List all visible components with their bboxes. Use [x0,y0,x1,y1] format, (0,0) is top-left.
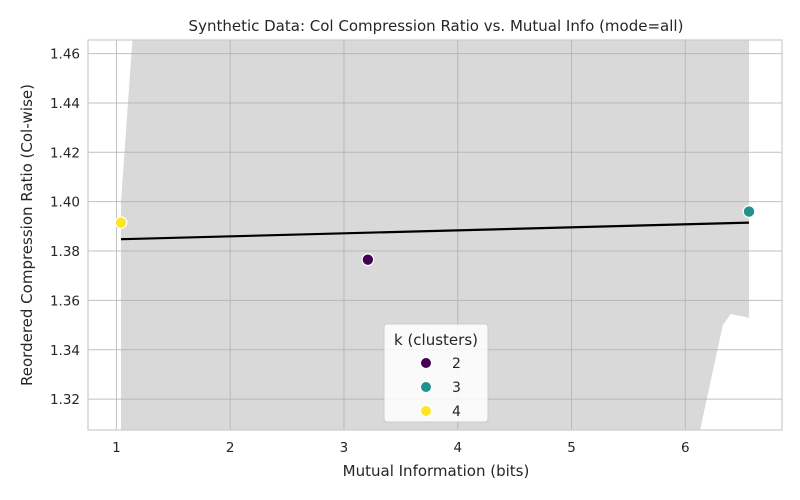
legend-marker [420,381,432,393]
x-tick-label: 6 [681,440,690,456]
legend-marker [420,405,432,417]
x-tick-label: 4 [453,440,462,456]
y-tick-label: 1.34 [50,343,80,359]
legend-box [383,323,489,423]
legend-marker [420,357,432,369]
data-point [361,253,375,267]
plot-area: 1 2 3 4 5 6 1.32 1.34 1.36 1.38 1.40 1.42 1.44 1.46 [50,39,783,456]
legend: k (clusters) 2 3 4 [383,323,489,423]
y-axis-label: Reordered Compression Ratio (Col-wise) [18,84,36,386]
x-tick-label: 3 [340,440,349,456]
legend-entry-label: 2 [452,356,461,372]
y-tick-label: 1.38 [50,244,80,260]
data-point [742,205,756,218]
plot-frame [87,39,783,431]
chart-title: Synthetic Data: Col Compression Ratio vs… [189,17,684,35]
y-tick-label: 1.32 [50,392,80,408]
y-tick-label: 1.42 [50,145,80,161]
x-tick-label: 1 [112,440,121,456]
legend-entry-label: 3 [452,380,461,396]
regression-line [120,221,750,241]
y-tick-label: 1.40 [50,195,80,211]
y-tick-label: 1.46 [50,47,80,63]
x-tick-label: 5 [567,440,576,456]
legend-entry-label: 4 [452,404,461,420]
x-tick-label: 2 [226,440,235,456]
legend-title: k (clusters) [394,331,478,349]
y-tick-label: 1.44 [50,96,80,112]
data-point [114,216,128,230]
x-axis-label: Mutual Information (bits) [343,462,530,480]
y-tick-label: 1.36 [50,293,80,309]
confidence-band [121,40,749,430]
